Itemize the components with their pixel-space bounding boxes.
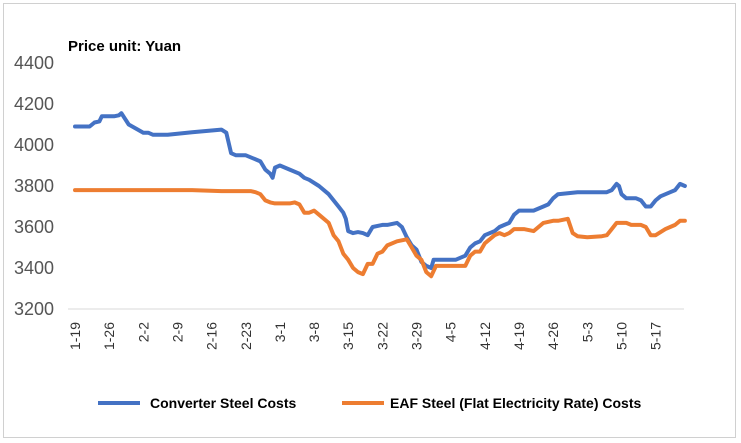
legend-label-2: EAF Steel (Flat Electricity Rate) Costs [390,395,642,411]
x-tick-label: 1-19 [67,322,83,350]
series-line-1 [73,111,687,270]
x-tick-label: 4-12 [477,322,493,350]
series-line-2 [73,188,687,279]
x-tick-label: 3-8 [306,322,322,342]
x-tick-label: 5-17 [648,322,664,350]
x-tick-label: 2-16 [204,322,220,350]
legend-label-1: Converter Steel Costs [150,395,296,411]
chart-frame [3,3,736,438]
y-tick-label: 3200 [14,299,54,319]
x-tick-label: 3-29 [409,322,425,350]
x-tick-label: 2-9 [169,322,185,342]
x-tick-label: 1-26 [101,322,117,350]
legend: Converter Steel Costs EAF Steel (Flat Ele… [98,395,642,411]
y-axis: 3200 3400 3600 3800 4000 4200 4400 [14,53,54,319]
y-tick-label: 3800 [14,176,54,196]
x-tick-label: 2-2 [135,322,151,342]
x-tick-label: 4-26 [545,322,561,350]
y-tick-label: 4400 [14,53,54,73]
x-tick-label: 2-23 [238,322,254,350]
x-axis: 1-19 1-26 2-2 2-9 2-16 2-23 3-1 3-8 3-15 3-22 3-29… [67,308,684,350]
x-tick-label: 3-1 [272,322,288,342]
x-tick-label: 4-5 [443,322,459,342]
x-tick-label: 5-10 [613,322,629,350]
y-tick-label: 3600 [14,217,54,237]
x-tick-label: 5-3 [579,322,595,342]
y-tick-label: 4200 [14,94,54,114]
series-layer [73,111,687,279]
x-tick-label: 3-22 [374,322,390,350]
price-unit-annotation: Price unit: Yuan [68,38,182,55]
y-tick-label: 3400 [14,258,54,278]
x-tick-label: 3-15 [340,322,356,350]
y-tick-label: 4000 [14,135,54,155]
x-tick-label: 4-19 [511,322,527,350]
